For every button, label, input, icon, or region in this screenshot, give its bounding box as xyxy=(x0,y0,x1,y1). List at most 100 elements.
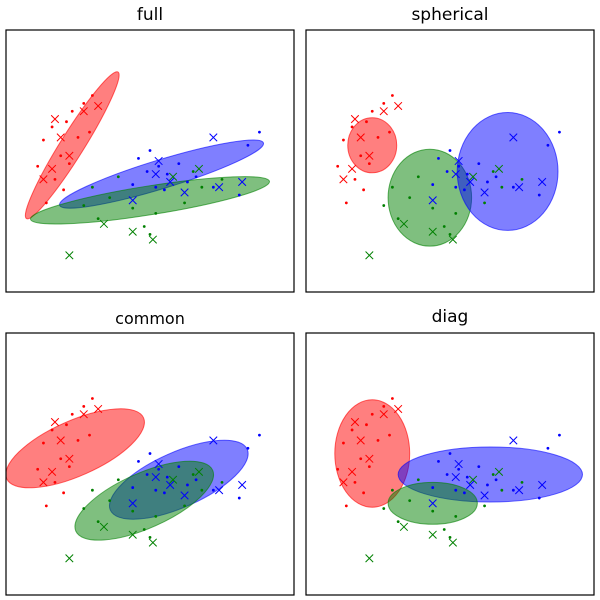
point-dot-green xyxy=(82,507,86,510)
point-dot-red xyxy=(362,188,365,192)
point-dot-green xyxy=(96,217,100,221)
point-dot-blue xyxy=(154,488,158,492)
point-cross-green xyxy=(365,251,374,260)
point-dot-blue xyxy=(237,496,241,500)
point-dot-red xyxy=(388,130,391,134)
point-cross-blue xyxy=(166,177,175,187)
point-dot-green xyxy=(154,515,158,518)
point-dot-green xyxy=(431,509,435,513)
point-dot-blue xyxy=(211,185,215,189)
point-dot-green xyxy=(131,206,135,210)
point-dot-green xyxy=(382,507,386,510)
point-cross-red xyxy=(50,417,60,427)
point-dot-blue xyxy=(145,170,149,173)
point-dot-blue xyxy=(465,172,469,176)
point-dot-red xyxy=(62,491,65,495)
point-cross-red xyxy=(347,164,357,174)
point-dot-green xyxy=(200,488,204,492)
point-dot-blue xyxy=(131,486,135,489)
point-dot-blue xyxy=(494,175,498,179)
point-cross-red xyxy=(47,164,57,174)
point-cross-green xyxy=(365,554,374,563)
point-cross-red xyxy=(47,467,57,477)
point-cross-green xyxy=(448,538,458,547)
point-cross-red xyxy=(365,151,374,160)
point-dot-red xyxy=(336,467,340,471)
point-dot-green xyxy=(416,175,420,179)
point-cross-red xyxy=(394,101,403,111)
point-dot-blue xyxy=(194,175,198,179)
point-dot-green xyxy=(520,177,524,181)
panel-title-spherical: spherical xyxy=(411,5,489,25)
point-dot-green xyxy=(500,185,504,189)
point-dot-red xyxy=(65,120,68,124)
point-dot-green xyxy=(491,473,495,476)
point-cross-blue xyxy=(128,499,137,508)
point-cross-blue xyxy=(451,472,460,482)
point-dot-red xyxy=(344,201,348,205)
point-cross-blue xyxy=(214,183,224,192)
point-cross-blue xyxy=(454,156,463,166)
point-dot-red xyxy=(367,162,371,166)
point-dot-green xyxy=(448,232,452,236)
point-dot-blue xyxy=(165,172,169,176)
point-dot-blue xyxy=(511,488,515,492)
point-dot-green xyxy=(442,528,446,531)
point-dot-red xyxy=(82,404,86,408)
point-dot-blue xyxy=(165,475,169,479)
point-dot-green xyxy=(191,473,195,476)
point-cross-blue xyxy=(428,196,437,205)
point-cross-red xyxy=(79,107,88,116)
point-dot-red xyxy=(382,404,386,408)
point-dot-blue xyxy=(546,446,550,450)
point-cross-green xyxy=(168,475,178,484)
point-cross-red xyxy=(365,454,374,463)
point-dot-blue xyxy=(237,193,241,197)
point-cross-green xyxy=(494,467,504,477)
point-cross-red xyxy=(39,478,48,487)
point-dot-blue xyxy=(448,149,452,152)
point-dot-red xyxy=(36,164,40,168)
point-dot-blue xyxy=(486,180,489,184)
point-dot-blue xyxy=(537,193,541,197)
point-dot-red xyxy=(62,188,65,192)
point-dot-red xyxy=(65,423,68,427)
point-cross-green xyxy=(194,164,204,174)
point-dot-red xyxy=(391,94,394,97)
point-dot-red xyxy=(376,439,380,442)
point-dot-green xyxy=(408,196,412,200)
point-dot-red xyxy=(388,433,391,437)
panel-frame xyxy=(5,332,295,596)
point-cross-red xyxy=(50,114,60,124)
point-dot-blue xyxy=(457,164,461,168)
point-cross-red xyxy=(356,436,365,445)
point-cross-red xyxy=(65,151,74,160)
point-cross-green xyxy=(448,235,458,244)
point-dot-blue xyxy=(154,185,158,189)
point-cross-red xyxy=(94,101,103,111)
point-cross-red xyxy=(56,436,65,445)
point-cross-red xyxy=(65,454,74,463)
panel-frame xyxy=(305,29,595,293)
panel-plot-area xyxy=(24,71,270,260)
point-dot-blue xyxy=(445,473,449,476)
point-dot-blue xyxy=(477,465,481,469)
point-cross-green xyxy=(148,538,158,547)
point-dot-blue xyxy=(537,496,541,500)
point-dot-red xyxy=(44,504,48,508)
point-dot-blue xyxy=(177,465,181,469)
point-dot-blue xyxy=(148,149,152,152)
point-dot-red xyxy=(370,412,374,416)
panel-title-full: full xyxy=(136,5,164,25)
point-cross-green xyxy=(99,219,109,229)
point-dot-red xyxy=(42,441,45,445)
point-dot-red xyxy=(76,439,80,442)
point-dot-green xyxy=(442,225,446,228)
point-dot-red xyxy=(376,136,380,139)
point-dot-green xyxy=(116,175,120,179)
ellipse-green xyxy=(74,460,215,541)
point-dot-green xyxy=(396,217,400,221)
point-cross-blue xyxy=(538,480,547,490)
